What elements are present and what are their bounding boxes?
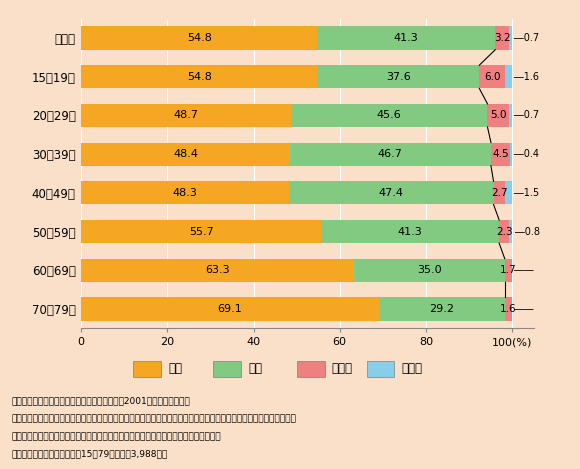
Text: 41.3: 41.3 bbox=[394, 33, 419, 43]
Text: ―0.8: ―0.8 bbox=[514, 227, 539, 236]
FancyBboxPatch shape bbox=[133, 361, 161, 377]
FancyBboxPatch shape bbox=[367, 361, 394, 377]
Bar bbox=[291, 104, 488, 127]
Bar bbox=[509, 104, 512, 127]
Bar bbox=[81, 181, 289, 204]
Text: 3.2: 3.2 bbox=[494, 33, 510, 43]
Text: ―1.6: ―1.6 bbox=[514, 72, 539, 82]
Text: 54.8: 54.8 bbox=[187, 72, 212, 82]
Text: 施設: 施設 bbox=[248, 362, 262, 375]
Text: 69.1: 69.1 bbox=[218, 304, 242, 314]
Bar bbox=[491, 143, 510, 166]
Bar bbox=[495, 26, 509, 50]
Text: お考えに近いものをお答えください。」という問に対する回答者の割合。: お考えに近いものをお答えください。」という問に対する回答者の割合。 bbox=[12, 432, 221, 441]
Text: 2.3: 2.3 bbox=[496, 227, 512, 236]
Text: 55.7: 55.7 bbox=[189, 227, 213, 236]
Text: 1.6: 1.6 bbox=[500, 304, 517, 314]
Text: 48.4: 48.4 bbox=[173, 149, 198, 159]
Bar bbox=[354, 259, 505, 282]
Bar bbox=[290, 143, 491, 166]
Text: 在宅: 在宅 bbox=[168, 362, 182, 375]
Bar bbox=[509, 26, 512, 50]
Bar bbox=[479, 65, 505, 88]
Bar bbox=[505, 259, 512, 282]
Text: ―0.4: ―0.4 bbox=[514, 149, 539, 159]
Text: 41.3: 41.3 bbox=[398, 227, 423, 236]
Text: その他: その他 bbox=[332, 362, 353, 375]
Bar bbox=[488, 104, 509, 127]
Bar bbox=[509, 220, 513, 243]
Bar bbox=[321, 220, 499, 243]
Text: ―1.5: ―1.5 bbox=[514, 188, 539, 198]
Bar bbox=[317, 65, 479, 88]
Text: ――: ―― bbox=[514, 304, 533, 314]
Text: ―0.7: ―0.7 bbox=[514, 111, 539, 121]
Bar bbox=[81, 259, 354, 282]
FancyBboxPatch shape bbox=[213, 361, 241, 377]
Bar bbox=[81, 104, 291, 127]
Text: 5.0: 5.0 bbox=[490, 111, 506, 121]
Text: ２．「あなたは、老後に介護が必要となった場合、どこで介護を受けたいと思いますか。次の中からあなたの: ２．「あなたは、老後に介護が必要となった場合、どこで介護を受けたいと思いますか。… bbox=[12, 414, 296, 423]
Text: 6.0: 6.0 bbox=[484, 72, 501, 82]
FancyBboxPatch shape bbox=[297, 361, 325, 377]
Text: 2.7: 2.7 bbox=[491, 188, 508, 198]
Text: 1.7: 1.7 bbox=[500, 265, 517, 275]
Bar bbox=[499, 220, 509, 243]
Bar bbox=[494, 181, 505, 204]
Text: 無回答: 無回答 bbox=[401, 362, 422, 375]
Bar bbox=[81, 26, 317, 50]
Text: 48.7: 48.7 bbox=[173, 111, 198, 121]
Bar bbox=[289, 181, 494, 204]
Bar bbox=[379, 297, 505, 321]
Bar bbox=[505, 297, 512, 321]
Bar bbox=[81, 220, 321, 243]
Text: 63.3: 63.3 bbox=[205, 265, 230, 275]
Bar bbox=[317, 26, 495, 50]
Text: 45.6: 45.6 bbox=[377, 111, 401, 121]
Text: ３．回答者は全国の15～79歳の男女3,988人。: ３．回答者は全国の15～79歳の男女3,988人。 bbox=[12, 450, 168, 459]
Text: ――: ―― bbox=[514, 265, 534, 275]
Bar bbox=[505, 181, 512, 204]
Text: 35.0: 35.0 bbox=[417, 265, 441, 275]
Text: 4.5: 4.5 bbox=[492, 149, 509, 159]
Text: 46.7: 46.7 bbox=[378, 149, 403, 159]
Text: 48.3: 48.3 bbox=[173, 188, 198, 198]
Text: 47.4: 47.4 bbox=[379, 188, 404, 198]
Text: 54.8: 54.8 bbox=[187, 33, 212, 43]
Bar bbox=[81, 297, 379, 321]
Bar bbox=[81, 65, 317, 88]
Bar bbox=[510, 143, 512, 166]
Bar bbox=[81, 143, 290, 166]
Bar bbox=[505, 65, 512, 88]
Text: 37.6: 37.6 bbox=[386, 72, 411, 82]
Text: ―0.7: ―0.7 bbox=[514, 33, 539, 43]
Text: （備考）１．内閣府『国民生活選好度調査』（2001年）により作成。: （備考）１．内閣府『国民生活選好度調査』（2001年）により作成。 bbox=[12, 396, 190, 405]
Text: 29.2: 29.2 bbox=[429, 304, 454, 314]
